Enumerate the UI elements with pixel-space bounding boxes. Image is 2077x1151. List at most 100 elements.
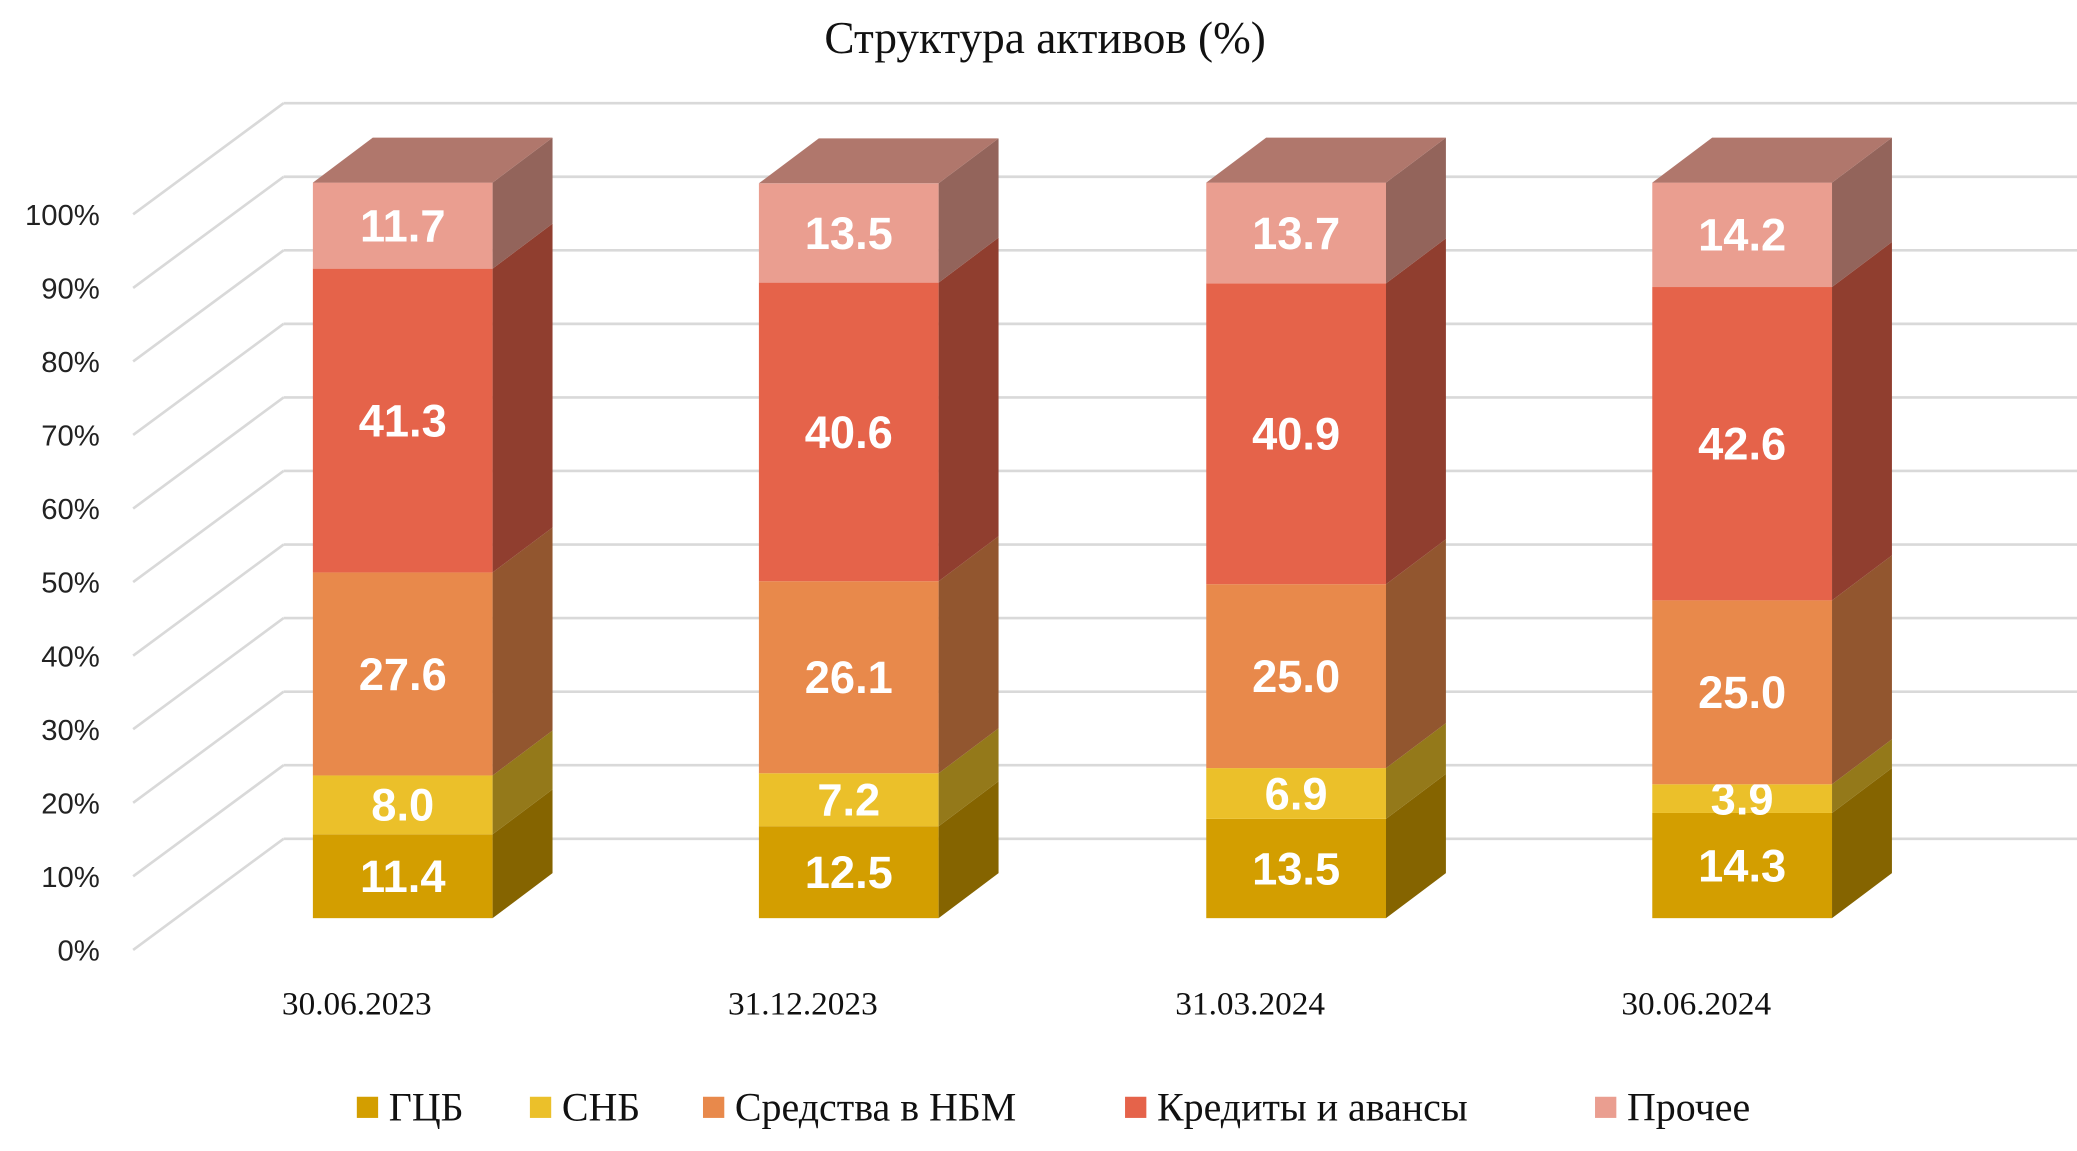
bar-segment [1652, 812, 1833, 919]
y-tick-label: 90% [41, 274, 100, 306]
data-label: 25.0 [1252, 651, 1340, 702]
legend-swatch [529, 1096, 552, 1118]
bar-segment [312, 268, 493, 573]
data-label: 11.7 [360, 201, 446, 252]
bar-top [758, 138, 999, 184]
data-label: 25.0 [1698, 667, 1786, 718]
bar-side [492, 527, 553, 776]
bar-stack: 12.5 7.2 26.1 40.6 13.5 [758, 138, 999, 919]
bar-segment [312, 834, 493, 919]
bar-segment [1206, 584, 1386, 769]
bars: 11.48.027.641.311.712.57.226.140.613.513… [312, 137, 1892, 919]
bar-side [1832, 767, 1892, 919]
gridline-diagonal [132, 837, 285, 951]
gridline-diagonal [132, 617, 285, 731]
data-label: 7.2 [817, 775, 880, 826]
y-axis: 0% 10% 20% 30% 40% 50% 60% 70% 80% 90% 100% [25, 200, 100, 967]
x-tick-label: 31.12.2023 [728, 986, 878, 1023]
data-label: 12.5 [805, 847, 893, 898]
bar-side [492, 223, 553, 573]
bar-stack: 13.5 6.9 25.0 40.9 13.7 [1206, 137, 1446, 919]
data-label: 13.7 [1252, 208, 1340, 259]
legend-item: СНБ [529, 1086, 640, 1130]
y-tick-label: 50% [41, 568, 100, 600]
gridline-diagonal [132, 543, 285, 657]
legend-item: Прочее [1595, 1086, 1750, 1130]
bar-segment [1206, 283, 1386, 585]
y-tick-label: 20% [41, 788, 100, 820]
bar-side [1385, 238, 1446, 585]
bar-segment [758, 282, 939, 582]
bar-segment [758, 183, 939, 283]
bar-side [492, 137, 553, 269]
y-tick-label: 100% [25, 200, 100, 232]
bar-side [1832, 555, 1892, 785]
bar-side [938, 138, 999, 283]
chart-title: Структура активов (%) [824, 13, 1265, 63]
y-tick-label: 10% [41, 862, 100, 894]
legend-swatch [356, 1096, 379, 1118]
legend: ГЦБ СНБ Средства в НБМ Кредиты и авансы Проч… [356, 1086, 1750, 1130]
bar-segment [1652, 600, 1833, 785]
bar-side [938, 728, 999, 827]
legend-label: ГЦБ [389, 1086, 464, 1130]
y-tick-label: 0% [58, 936, 100, 968]
data-label: 11.4 [360, 851, 446, 902]
data-label: 42.6 [1698, 419, 1786, 470]
legend-swatch [1595, 1096, 1617, 1118]
bar-segment [312, 572, 493, 776]
bar-segment [312, 182, 493, 269]
data-label: 6.9 [1265, 768, 1328, 819]
bar-side [938, 536, 999, 774]
legend-item: Средства в НБМ [702, 1086, 1016, 1130]
bar-side [938, 781, 999, 919]
bar-side [1832, 739, 1892, 813]
gridline-diagonal [132, 396, 285, 510]
bar-segment [312, 775, 493, 835]
x-tick-label: 30.06.2023 [282, 986, 432, 1023]
data-label: 14.3 [1698, 841, 1786, 892]
bar-side [1385, 137, 1446, 284]
data-label: 27.6 [359, 649, 447, 700]
bar-segment [758, 826, 939, 919]
bar-segment [758, 773, 939, 827]
data-label: 41.3 [359, 396, 447, 447]
legend-swatch [702, 1096, 725, 1118]
bar-top [1206, 137, 1446, 183]
data-label: 26.1 [805, 652, 893, 703]
gridline-diagonal [132, 102, 285, 216]
bar-side [492, 789, 553, 919]
legend-item: Кредиты и авансы [1125, 1086, 1468, 1130]
legend-item: ГЦБ [356, 1086, 464, 1130]
bar-side [1832, 137, 1892, 288]
bar-top [1652, 137, 1892, 183]
gridline-diagonal [132, 249, 285, 363]
x-tick-label: 31.03.2024 [1175, 986, 1325, 1023]
bar-segment [1652, 182, 1833, 288]
bar-side [1832, 242, 1892, 601]
data-label: 13.5 [805, 208, 893, 259]
y-tick-label: 70% [41, 421, 100, 453]
data-label: 40.9 [1252, 409, 1340, 460]
bar-side [1385, 723, 1446, 819]
bar-segment [1206, 182, 1386, 284]
bar-stack: 11.4 8.0 27.6 41.3 11.7 [312, 137, 553, 919]
legend-label: Прочее [1627, 1086, 1750, 1130]
y-tick-label: 30% [41, 715, 100, 747]
bar-top [312, 137, 553, 183]
bar-side [492, 730, 553, 835]
bar-segment [1652, 784, 1833, 813]
bar-side [1385, 773, 1446, 919]
y-tick-label: 60% [41, 494, 100, 526]
x-tick-label: 30.06.2024 [1621, 986, 1771, 1023]
gridline-diagonal [132, 690, 285, 804]
legend-label: Кредиты и авансы [1157, 1086, 1468, 1130]
x-axis: 30.06.2023 31.12.2023 31.03.2024 30.06.2024 [282, 986, 1772, 1023]
bar-segment [758, 581, 939, 774]
bar-stack: 14.33.925.042.614.2 [1652, 137, 1892, 919]
gridline-diagonal [132, 175, 285, 289]
legend-label: СНБ [562, 1086, 640, 1130]
gridline-diagonal [132, 469, 285, 584]
bar-segment [1652, 287, 1833, 601]
